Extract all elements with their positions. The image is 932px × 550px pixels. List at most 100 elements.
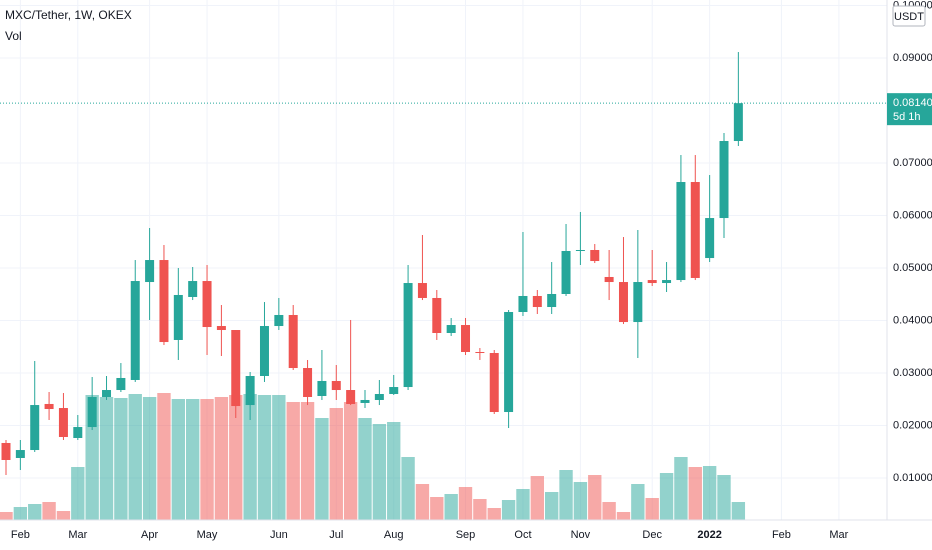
volume-bar <box>243 394 257 520</box>
candle-body <box>633 282 643 323</box>
candle-body <box>360 399 370 403</box>
candle-body <box>374 394 384 400</box>
y-tick-label: 0.03000 <box>893 367 932 379</box>
candle-body <box>719 141 729 219</box>
candle-body <box>475 352 485 354</box>
volume-bar <box>171 399 185 520</box>
volume-bar <box>717 475 731 520</box>
candle-body <box>489 353 499 413</box>
candle-body <box>58 408 68 437</box>
volume-bar <box>674 457 688 520</box>
volume-layer <box>0 393 746 520</box>
candle-body <box>461 325 471 353</box>
x-tick-label: Feb <box>772 529 791 541</box>
candle-body <box>446 325 456 333</box>
candle-body <box>116 377 126 391</box>
candle-body <box>547 293 557 308</box>
candle-body <box>44 403 54 410</box>
x-tick-label: Oct <box>514 529 531 541</box>
volume-bar <box>631 484 645 520</box>
volume-bar <box>487 508 501 520</box>
candle-body <box>159 260 169 343</box>
volume-bar <box>272 395 286 520</box>
candle-body <box>331 380 341 391</box>
currency-box[interactable] <box>892 5 926 27</box>
volume-bar <box>602 502 616 520</box>
candle-body <box>259 326 269 376</box>
last-price-box <box>887 93 932 126</box>
volume-bar <box>430 497 444 520</box>
candle-body <box>676 182 686 281</box>
candle-body <box>245 375 255 406</box>
x-tick-label: Jul <box>329 529 343 541</box>
candle-body <box>604 276 614 283</box>
volume-bar <box>186 399 200 520</box>
x-tick-label: Aug <box>384 529 404 541</box>
volume-bar <box>645 498 659 520</box>
candle-body <box>618 282 628 323</box>
candle-body <box>575 249 585 251</box>
x-tick-label: 2022 <box>697 529 721 541</box>
volume-bar <box>688 467 702 520</box>
x-tick-label: Feb <box>11 529 30 541</box>
volume-bar <box>13 507 28 520</box>
x-tick-label: Nov <box>571 529 591 541</box>
volume-bar <box>229 395 243 520</box>
last-price-label: 0.08140 <box>893 97 932 109</box>
volume-bar <box>559 470 573 520</box>
volume-bar <box>114 398 128 520</box>
candle-body <box>288 314 298 369</box>
chart-title: MXC/Tether, 1W, OKEX <box>5 8 132 22</box>
countdown-label: 5d 1h <box>893 111 921 123</box>
candle-body <box>303 368 313 397</box>
volume-bar <box>286 402 300 520</box>
volume-bar <box>415 484 430 520</box>
candle-body <box>1 442 11 460</box>
candle-body <box>417 283 427 298</box>
volume-bar <box>616 512 631 520</box>
volume-bar <box>42 502 56 520</box>
volume-bar <box>573 482 588 520</box>
volume-bar <box>358 418 372 520</box>
candle-body <box>145 260 155 283</box>
volume-bar <box>444 494 458 520</box>
volume-bar <box>28 504 42 520</box>
volume-bar <box>343 402 358 520</box>
volume-bar <box>99 397 114 520</box>
candle-body <box>346 390 356 404</box>
candle-body <box>173 294 183 340</box>
volume-bar <box>387 422 401 520</box>
volume-bar <box>142 397 157 520</box>
volume-bar <box>458 487 473 520</box>
x-tick-label: Sep <box>456 529 476 541</box>
x-tick-label: Mar <box>829 529 848 541</box>
candle-body <box>705 218 715 259</box>
volume-label: Vol <box>5 29 22 43</box>
candle-body <box>317 380 327 396</box>
volume-bar <box>300 402 315 520</box>
candle-body <box>561 250 571 294</box>
x-tick-label: Mar <box>68 529 87 541</box>
x-tick-label: Jun <box>270 529 288 541</box>
x-tick-label: Dec <box>642 529 662 541</box>
candle-body <box>130 281 140 380</box>
volume-bar <box>545 492 559 520</box>
y-tick-label: 0.01000 <box>893 472 932 484</box>
x-tick-label: May <box>197 529 218 541</box>
candle-body <box>30 405 40 451</box>
volume-bar <box>200 399 214 520</box>
candle-body <box>532 295 542 308</box>
volume-bar <box>56 511 71 520</box>
currency-label[interactable]: USDT <box>894 11 924 23</box>
candle-body <box>518 295 528 312</box>
y-tick-label: 0.06000 <box>893 209 932 221</box>
volume-bar <box>128 394 142 520</box>
volume-bar <box>501 500 516 520</box>
y-tick-label: 0.07000 <box>893 157 932 169</box>
volume-bar <box>71 467 85 520</box>
candle-body <box>87 396 97 428</box>
candle-body <box>274 314 284 327</box>
y-tick-label: 0.09000 <box>893 52 932 64</box>
volume-bar <box>315 418 329 520</box>
